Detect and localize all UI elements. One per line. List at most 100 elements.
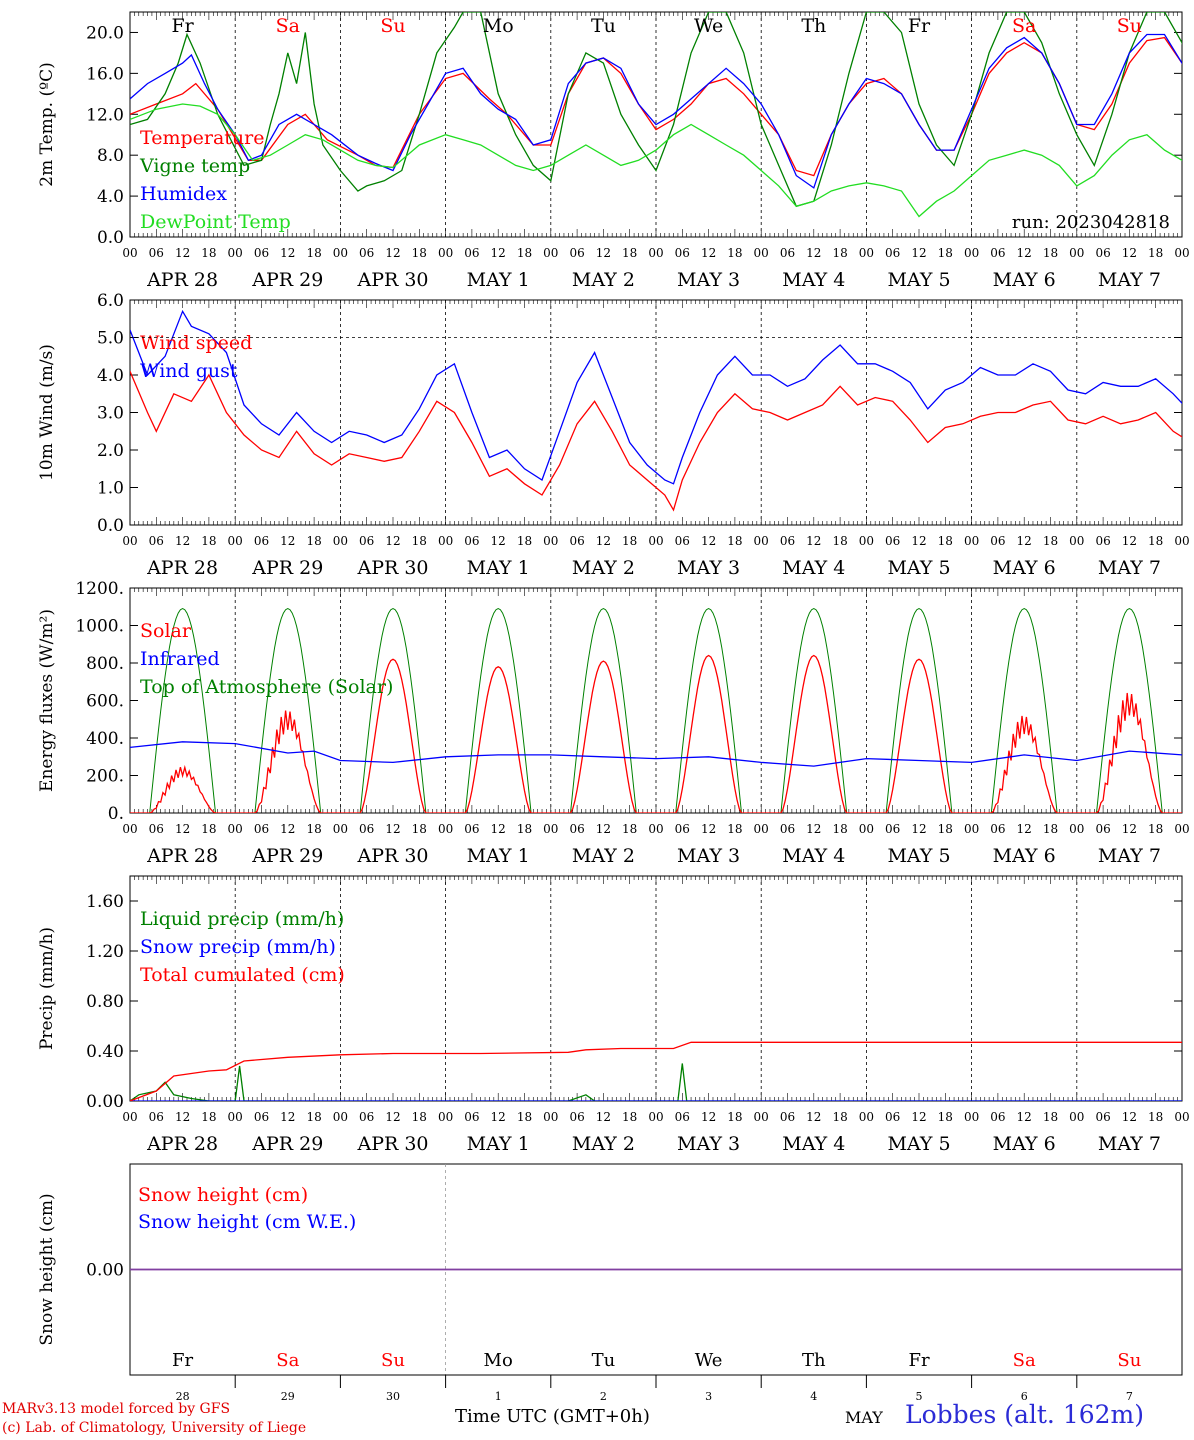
y-tick-label: 1.0 — [97, 479, 124, 499]
date-label: MAY 3 — [677, 1133, 740, 1155]
hour-tick-label: 00 — [964, 1110, 979, 1124]
hour-tick-label: 12 — [491, 534, 506, 548]
hour-tick-label: 00 — [964, 822, 979, 836]
hour-tick-label: 06 — [780, 822, 795, 836]
hour-tick-label: 18 — [832, 246, 847, 260]
hour-tick-label: 18 — [201, 534, 216, 548]
hour-tick-label: 12 — [175, 534, 190, 548]
hour-tick-label: 06 — [569, 1110, 584, 1124]
hour-tick-label: 18 — [1043, 1110, 1058, 1124]
hour-tick-label: 06 — [990, 1110, 1005, 1124]
hour-tick-label: 18 — [1148, 246, 1163, 260]
weekday-label-top: Fr — [171, 15, 194, 37]
hour-tick-label: 12 — [385, 246, 400, 260]
hour-tick-label: 12 — [911, 822, 926, 836]
y-tick-label: 2.0 — [97, 441, 124, 461]
hour-tick-label: 06 — [359, 246, 374, 260]
hour-tick-label: 06 — [990, 534, 1005, 548]
hour-tick-label: 12 — [1017, 534, 1032, 548]
hour-tick-label: 00 — [228, 1110, 243, 1124]
hour-tick-label: 12 — [280, 534, 295, 548]
hour-tick-label: 00 — [648, 822, 663, 836]
date-label: APR 30 — [356, 1133, 428, 1155]
date-label: APR 30 — [356, 557, 428, 579]
hour-tick-label: 00 — [438, 534, 453, 548]
hour-tick-label: 12 — [806, 246, 821, 260]
date-label: MAY 1 — [467, 845, 530, 867]
date-label: APR 28 — [146, 269, 218, 291]
hour-tick-label: 06 — [464, 822, 479, 836]
weekday-label-top: Su — [1117, 15, 1142, 37]
plot-area — [130, 608, 1182, 813]
hour-tick-label: 06 — [464, 534, 479, 548]
hour-tick-label: 18 — [517, 246, 532, 260]
hour-tick-label: 00 — [754, 534, 769, 548]
weekday-label-bottom: Sa — [1013, 1350, 1036, 1371]
y-axis-label: 10m Wind (m/s) — [37, 344, 57, 481]
hour-tick-label: 06 — [675, 246, 690, 260]
date-label: MAY 3 — [677, 845, 740, 867]
weekday-label-bottom: Tu — [592, 1350, 616, 1371]
hour-tick-label: 00 — [1174, 534, 1189, 548]
day-number-label: 1 — [495, 1390, 502, 1403]
y-tick-label: 0.0 — [97, 516, 124, 536]
y-tick-label: 0.80 — [86, 992, 124, 1012]
hour-tick-label: 18 — [306, 1110, 321, 1124]
legend-entry: Snow height (cm W.E.) — [138, 1211, 356, 1233]
hour-tick-label: 00 — [122, 534, 137, 548]
legend-entry: Infrared — [140, 648, 220, 670]
date-label: MAY 1 — [467, 1133, 530, 1155]
hour-tick-label: 00 — [1174, 1110, 1189, 1124]
hour-tick-label: 18 — [622, 822, 637, 836]
weekday-label-top: Fr — [908, 15, 931, 37]
weekday-label-bottom: Fr — [908, 1350, 929, 1371]
hour-tick-label: 06 — [149, 534, 164, 548]
hour-tick-label: 18 — [412, 246, 427, 260]
hour-tick-label: 18 — [727, 534, 742, 548]
date-label: APR 28 — [146, 845, 218, 867]
date-label: MAY 6 — [993, 557, 1056, 579]
date-label: APR 28 — [146, 557, 218, 579]
hour-tick-label: 12 — [1122, 822, 1137, 836]
panel-5: 0.00 Snow height (cm) Snow height (cm) Snow… — [37, 1163, 1183, 1376]
y-tick-label: 600. — [86, 692, 124, 712]
hour-tick-label: 00 — [1069, 534, 1084, 548]
hour-tick-label: 00 — [648, 1110, 663, 1124]
hour-tick-label: 00 — [754, 822, 769, 836]
hour-tick-label: 06 — [464, 246, 479, 260]
hour-tick-label: 06 — [149, 822, 164, 836]
y-axis-label: Precip (mm/h) — [37, 927, 57, 1050]
date-label: MAY 5 — [887, 1133, 950, 1155]
hour-tick-label: 18 — [1148, 534, 1163, 548]
hour-tick-label: 12 — [175, 822, 190, 836]
date-label: APR 29 — [251, 557, 323, 579]
y-tick-label: 0.0 — [97, 228, 124, 248]
hour-tick-label: 06 — [359, 822, 374, 836]
weekday-label-bottom: Th — [802, 1350, 826, 1371]
hour-tick-label: 00 — [543, 1110, 558, 1124]
hour-tick-label: 18 — [1148, 1110, 1163, 1124]
hour-tick-label: 00 — [122, 1110, 137, 1124]
y-tick-label: 400. — [86, 729, 124, 749]
date-label: MAY 5 — [887, 845, 950, 867]
hour-tick-label: 12 — [1122, 534, 1137, 548]
legend-entry: Wind speed — [140, 332, 252, 354]
y-tick-label: 3.0 — [97, 404, 124, 424]
hour-tick-label: 00 — [333, 822, 348, 836]
hour-tick-label: 06 — [254, 246, 269, 260]
hour-tick-label: 12 — [1017, 1110, 1032, 1124]
hour-tick-label: 06 — [885, 246, 900, 260]
hour-tick-label: 00 — [438, 246, 453, 260]
y-tick-label: 12.0 — [86, 105, 124, 125]
hour-tick-label: 18 — [517, 822, 532, 836]
y-tick-label: 16.0 — [86, 64, 124, 84]
hour-tick-label: 06 — [885, 534, 900, 548]
series-line-humidex — [130, 33, 1182, 189]
legend-entry: Top of Atmosphere (Solar) — [140, 676, 393, 698]
weekday-label-top: We — [694, 15, 723, 37]
hour-tick-label: 12 — [1017, 246, 1032, 260]
hour-tick-label: 18 — [201, 246, 216, 260]
hour-tick-label: 00 — [754, 1110, 769, 1124]
weekday-label-top: Su — [380, 15, 405, 37]
hour-tick-label: 06 — [780, 534, 795, 548]
